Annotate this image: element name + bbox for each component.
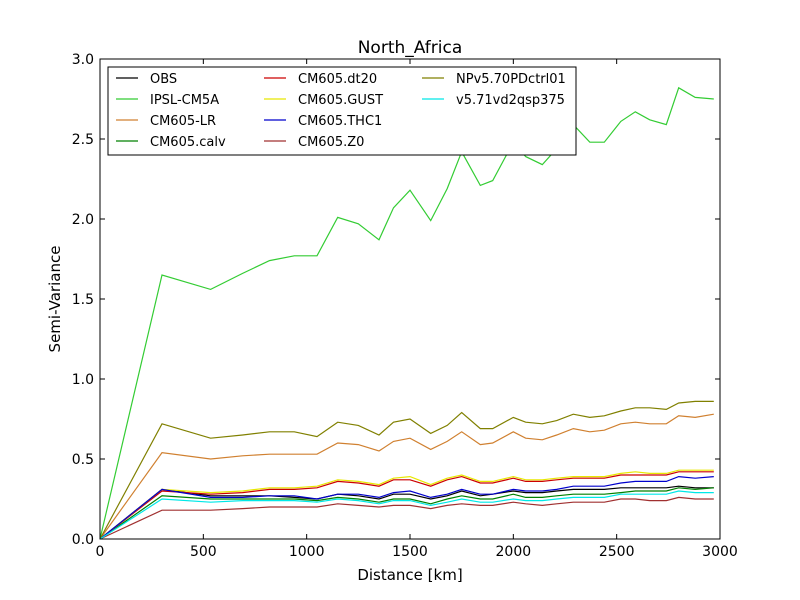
legend-label: CM605-LR: [150, 114, 216, 129]
axes-layer: 0 500 1000 1500 2000 2500 3000 0.0 0.5 1.0 1.5 2.0 2…: [72, 52, 738, 560]
y-tick-label: 2.5: [72, 132, 94, 148]
x-tick-label: 2500: [599, 544, 635, 560]
series-line-6: [99, 475, 714, 540]
legend-label: CM605.GUST: [298, 93, 383, 108]
x-axis-label: Distance [km]: [357, 566, 462, 584]
legend-label: CM605.Z0: [298, 135, 364, 150]
y-tick-label: 0.5: [72, 452, 94, 468]
x-tick-label: 1500: [392, 544, 428, 560]
x-tick-label: 0: [96, 544, 105, 560]
legend-label: CM605.calv: [150, 135, 226, 150]
legend-label: CM605.THC1: [298, 114, 382, 129]
series-line-0: [99, 485, 714, 540]
legend-label: IPSL-CM5A: [150, 93, 219, 108]
y-tick-label: 2.0: [72, 212, 94, 228]
legend-label: NPv5.70PDctrl01: [456, 72, 566, 87]
legend-label: OBS: [150, 72, 177, 87]
series-layer: [99, 86, 714, 540]
x-tick-label: 1000: [289, 544, 325, 560]
series-line-4: [99, 471, 714, 540]
y-tick-label: 1.0: [72, 372, 94, 388]
y-tick-label: 0.0: [72, 532, 94, 548]
series-line-2: [99, 413, 714, 540]
series-line-5: [99, 469, 714, 540]
series-line-8: [99, 400, 714, 540]
y-axis-label: Semi-Variance: [46, 246, 64, 353]
legend-label: CM605.dt20: [298, 72, 377, 87]
series-line-1: [99, 86, 714, 540]
legend-label: v5.71vd2qsp375: [456, 93, 565, 108]
y-tick-label: 1.5: [72, 292, 94, 308]
chart-title: North_Africa: [358, 38, 463, 58]
x-tick-label: 3000: [702, 544, 738, 560]
x-tick-label: 500: [190, 544, 217, 560]
x-tick-label: 2000: [496, 544, 532, 560]
series-line-3: [99, 487, 714, 540]
series-line-7: [99, 496, 714, 540]
series-line-9: [99, 490, 714, 540]
legend-box: [107, 66, 577, 156]
legend: OBS IPSL-CM5A CM605-LR CM605.calv CM605.dt20…: [107, 66, 577, 156]
y-tick-label: 3.0: [72, 52, 94, 68]
